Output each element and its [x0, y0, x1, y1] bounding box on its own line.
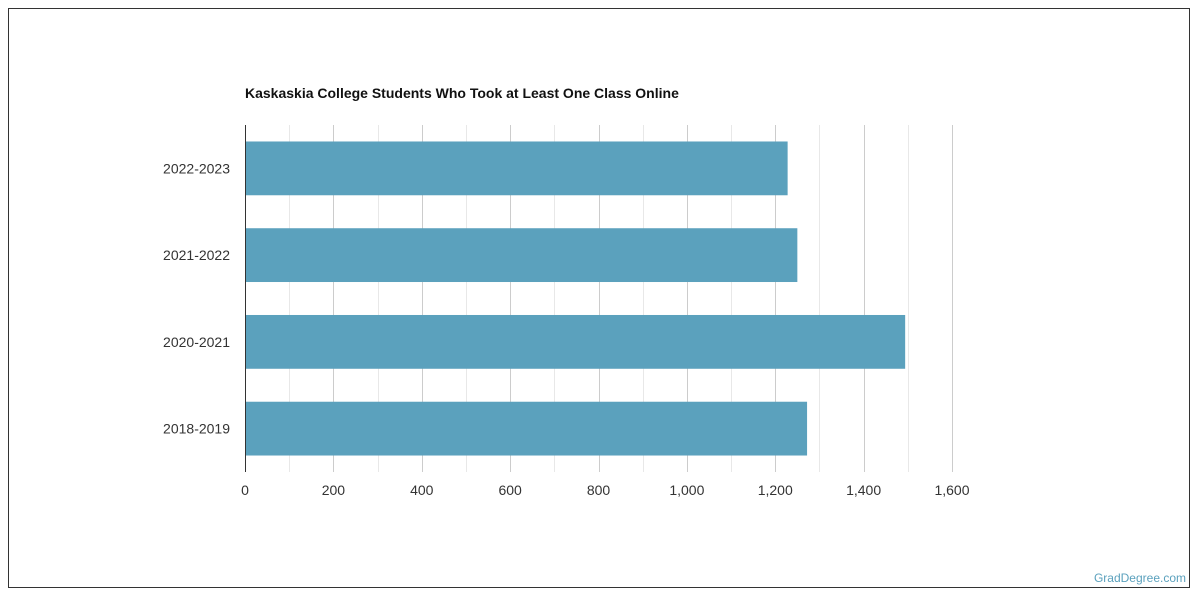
category-label: 2022-2023	[163, 160, 230, 176]
x-tick-label: 1,600	[934, 482, 969, 498]
x-tick-label: 200	[322, 482, 346, 498]
category-label: 2018-2019	[163, 421, 230, 437]
category-label: 2020-2021	[163, 334, 230, 350]
x-tick-label: 600	[498, 482, 522, 498]
bar-2022-2023	[245, 141, 788, 196]
category-label: 2021-2022	[163, 247, 230, 263]
x-tick-label: 1,200	[758, 482, 793, 498]
x-tick-label: 1,400	[846, 482, 881, 498]
x-tick-label: 1,000	[669, 482, 704, 498]
x-tick-label: 0	[241, 482, 249, 498]
x-tick-label: 400	[410, 482, 434, 498]
watermark: GradDegree.com	[1093, 571, 1186, 585]
x-tick-label: 800	[587, 482, 611, 498]
bar-2021-2022	[245, 228, 798, 283]
bar-2018-2019	[245, 401, 808, 456]
chart-title: Kaskaskia College Students Who Took at L…	[245, 85, 679, 101]
bar-2020-2021	[245, 314, 906, 369]
